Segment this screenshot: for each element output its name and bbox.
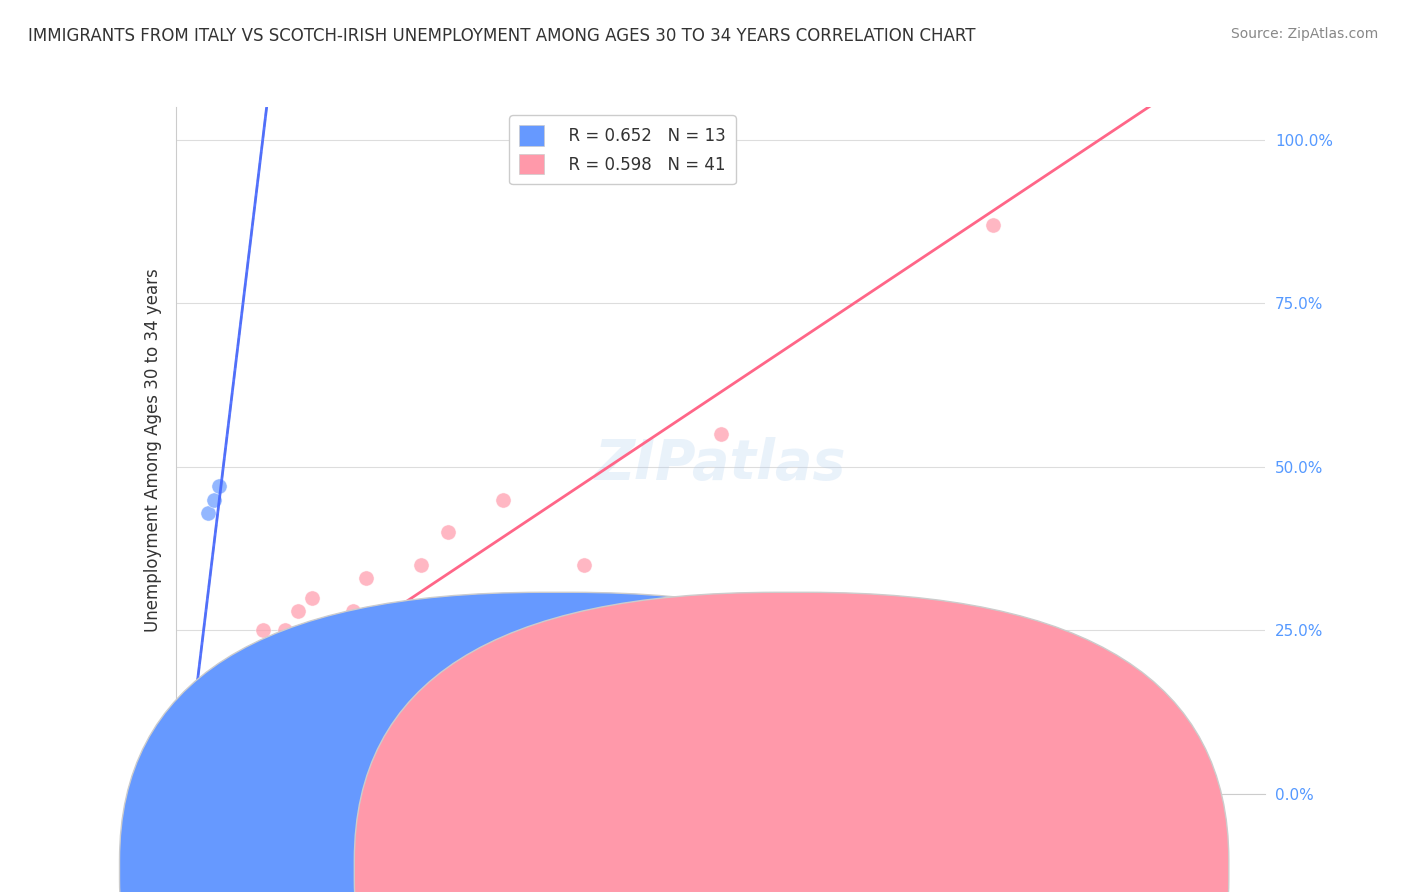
Point [214, 708, 236, 723]
Point [240, 656, 263, 670]
Point [184, 787, 207, 801]
Point [188, 722, 211, 736]
Point [409, 558, 432, 572]
Y-axis label: Unemployment Among Ages 30 to 34 years: Unemployment Among Ages 30 to 34 years [143, 268, 162, 632]
Point [246, 689, 269, 703]
Point [328, 643, 350, 657]
Point [173, 787, 195, 801]
Text: Immigrants from Italy: Immigrants from Italy [583, 857, 749, 872]
Point [170, 773, 193, 788]
Point [173, 722, 195, 736]
Point [181, 787, 204, 801]
Point [181, 780, 204, 795]
Point [176, 767, 198, 781]
Text: 0.0%: 0.0% [176, 828, 215, 843]
Point [170, 787, 193, 801]
Point [287, 604, 309, 618]
Point [252, 624, 274, 638]
Point [342, 604, 364, 618]
Point [197, 506, 219, 520]
Point [191, 734, 214, 748]
Point [232, 722, 254, 736]
Point [219, 689, 242, 703]
Point [574, 558, 596, 572]
Point [202, 492, 225, 507]
Point [186, 754, 209, 768]
Point [184, 754, 207, 768]
Point [167, 787, 190, 801]
Point [301, 591, 323, 605]
Point [260, 669, 283, 683]
Point [165, 773, 187, 788]
Point [179, 754, 201, 768]
Point [208, 479, 231, 493]
Point [165, 787, 187, 801]
Text: IMMIGRANTS FROM ITALY VS SCOTCH-IRISH UNEMPLOYMENT AMONG AGES 30 TO 34 YEARS COR: IMMIGRANTS FROM ITALY VS SCOTCH-IRISH UN… [28, 27, 976, 45]
Point [382, 656, 405, 670]
Point [205, 722, 228, 736]
Text: Source: ZipAtlas.com: Source: ZipAtlas.com [1230, 27, 1378, 41]
Point [173, 773, 195, 788]
Point [176, 787, 198, 801]
Point [186, 767, 209, 781]
Point [167, 754, 190, 768]
Point [176, 787, 198, 801]
Point [167, 780, 190, 795]
Point [437, 525, 460, 540]
Legend:   R = 0.652   N = 13,   R = 0.598   N = 41: R = 0.652 N = 13, R = 0.598 N = 41 [509, 115, 735, 185]
Point [170, 787, 193, 801]
Text: ZIPatlas: ZIPatlas [595, 437, 846, 491]
Point [492, 492, 515, 507]
Point [179, 734, 201, 748]
Point [269, 643, 291, 657]
Point [173, 754, 195, 768]
Point [165, 787, 187, 801]
Point [274, 624, 297, 638]
Point [179, 773, 201, 788]
Text: Scotch-Irish: Scotch-Irish [808, 857, 898, 872]
Point [981, 218, 1004, 232]
Point [356, 571, 378, 585]
Point [710, 427, 733, 442]
Point [197, 754, 219, 768]
Point [225, 669, 247, 683]
